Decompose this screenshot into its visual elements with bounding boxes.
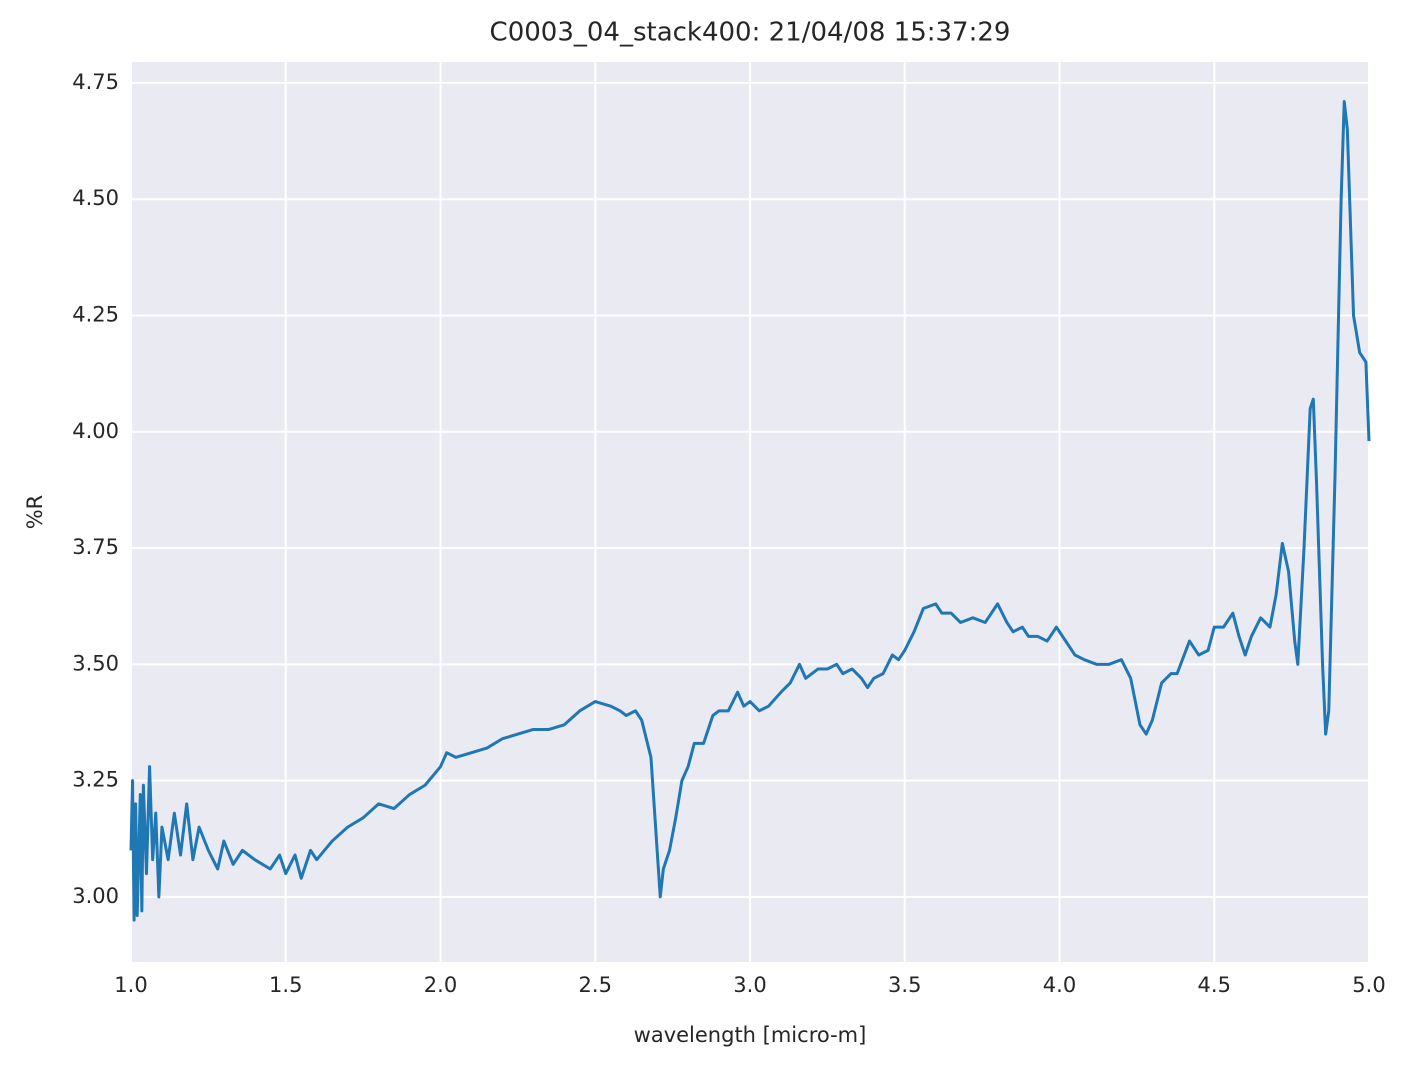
x-axis-label: wavelength [micro-m]: [634, 1023, 867, 1047]
y-tick-label: 3.25: [72, 768, 119, 792]
x-tick-label: 2.5: [579, 973, 612, 997]
y-tick-label: 4.25: [72, 302, 119, 326]
y-tick-label: 4.75: [72, 70, 119, 94]
x-tick-label: 4.5: [1198, 973, 1231, 997]
y-axis-label: %R: [23, 495, 47, 530]
y-tick-label: 4.00: [72, 419, 119, 443]
x-tick-label: 5.0: [1352, 973, 1385, 997]
x-tick-label: 3.0: [733, 973, 766, 997]
x-tick-label: 1.0: [114, 973, 147, 997]
y-tick-label: 4.50: [72, 186, 119, 210]
y-tick-label: 3.50: [72, 651, 119, 675]
chart-title: C0003_04_stack400: 21/04/08 15:37:29: [490, 18, 1011, 48]
x-tick-label: 2.0: [424, 973, 457, 997]
x-tick-label: 4.0: [1043, 973, 1076, 997]
y-tick-label: 3.00: [72, 884, 119, 908]
y-tick-label: 3.75: [72, 535, 119, 559]
x-tick-label: 1.5: [269, 973, 302, 997]
x-tick-label: 3.5: [888, 973, 921, 997]
data-line: [129, 100, 1371, 922]
